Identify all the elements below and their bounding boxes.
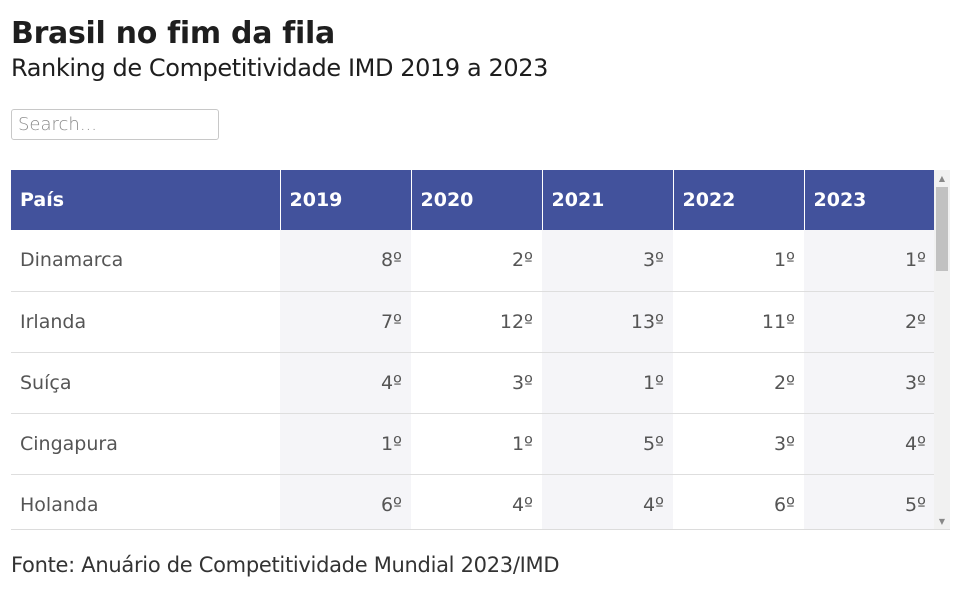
rank-cell-2020: 1º	[411, 412, 542, 474]
table-row: Suíça 4º 3º 1º 2º 3º	[11, 351, 935, 413]
rank-cell-2020: 2º	[511, 249, 533, 272]
column-header-2021[interactable]: 2021	[542, 170, 674, 230]
country-cell: Irlanda	[11, 290, 280, 352]
rank-cell-2019: 6º	[280, 473, 411, 529]
table-row: Irlanda 7º 12º 13º 11º 2º	[11, 290, 935, 352]
rank-cell-2021: 5º	[542, 412, 673, 474]
rank-cell-2023: 1º	[804, 230, 935, 291]
column-header-2020[interactable]: 2020	[411, 170, 543, 230]
scroll-up-arrow-icon[interactable]: ▲	[938, 173, 946, 183]
rank-cell-2019: 8º	[280, 230, 411, 291]
rank-cell-2021: 3º	[542, 230, 673, 291]
rank-cell-2022: 1º	[773, 249, 795, 272]
rank-cell-2022: 11º	[673, 290, 804, 352]
rank-cell-2023: 3º	[804, 351, 935, 413]
rank-cell-2021: 4º	[542, 473, 673, 529]
rank-cell-2022: 3º	[673, 412, 804, 474]
scroll-down-arrow-icon[interactable]: ▼	[938, 516, 946, 526]
scroll-thumb[interactable]	[936, 187, 948, 271]
table-row: Holanda 6º 4º 4º 6º 5º	[11, 473, 935, 529]
rank-cell-2019: 7º	[280, 290, 411, 352]
rank-cell-2022: 6º	[673, 473, 804, 529]
rank-cell-2023: 5º	[804, 473, 935, 529]
table-scrollbar[interactable]: ▲ ▼	[934, 170, 950, 529]
table-header-row: País 2019 2020 2021 2022 2023	[11, 170, 935, 230]
rank-cell-2019: 1º	[280, 412, 411, 474]
rank-cell-2020: 12º	[411, 290, 542, 352]
page-title: Brasil no fim da fila	[11, 16, 335, 51]
column-header-2019[interactable]: 2019	[280, 170, 412, 230]
country-cell: Cingapura	[11, 412, 280, 474]
rank-cell-2023: 4º	[804, 412, 935, 474]
source-note: Fonte: Anuário de Competitividade Mundia…	[11, 553, 560, 577]
column-header-2023[interactable]: 2023	[804, 170, 935, 230]
rank-cell-2021: 13º	[542, 290, 673, 352]
page-subtitle: Ranking de Competitividade IMD 2019 a 20…	[11, 54, 548, 82]
column-header-2022[interactable]: 2022	[673, 170, 805, 230]
rank-cell-2020: 3º	[411, 351, 542, 413]
search-input[interactable]	[11, 109, 219, 140]
table-row: Cingapura 1º 1º 5º 3º 4º	[11, 412, 935, 474]
rank-cell-2023: 2º	[804, 290, 935, 352]
column-header-country[interactable]: País	[11, 170, 281, 230]
country-cell: Suíça	[11, 351, 280, 413]
rank-cell-2019: 4º	[280, 351, 411, 413]
rank-cell-2020: 4º	[411, 473, 542, 529]
country-cell: Dinamarca	[20, 249, 124, 272]
table-container: País 2019 2020 2021 2022 2023 Dinamarca …	[11, 170, 950, 530]
country-cell: Holanda	[11, 473, 280, 529]
rank-cell-2022: 2º	[673, 351, 804, 413]
table-row: Dinamarca 8º 2º 3º 1º 1º	[11, 230, 935, 291]
rank-cell-2021: 1º	[542, 351, 673, 413]
ranking-table: País 2019 2020 2021 2022 2023 Dinamarca …	[11, 170, 935, 529]
